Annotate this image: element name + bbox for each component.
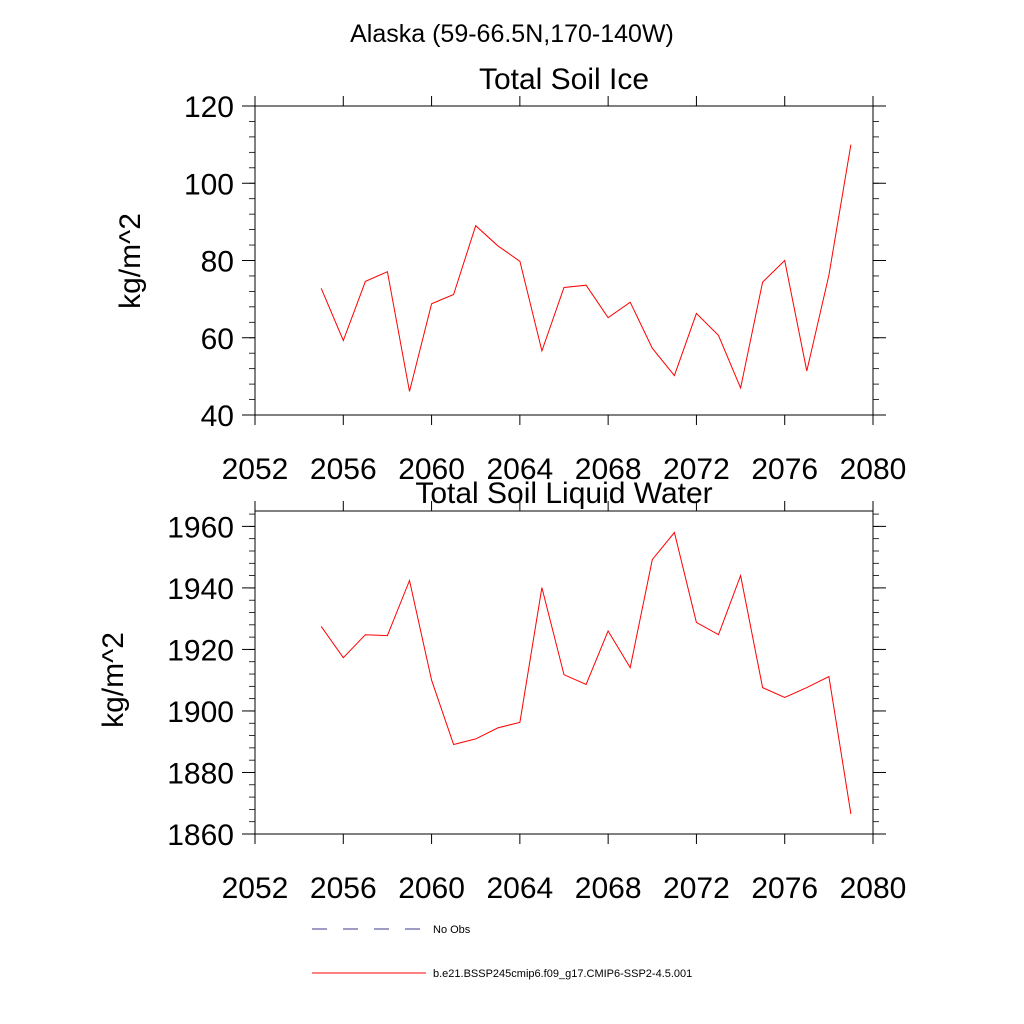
plot-frame — [254, 510, 874, 835]
panel-total-soil-liquid-water: Total Soil Liquid Water kg/m^2 2052 2056 2… — [97, 477, 906, 905]
x-tick-label: 2076 — [751, 872, 818, 905]
y-tick-label: 60 — [201, 323, 234, 356]
y-tick-label: 1880 — [167, 757, 234, 790]
y-tick-label: 1860 — [167, 819, 234, 852]
x-tick-label: 2056 — [310, 872, 377, 905]
y-tick-label: 1900 — [167, 696, 234, 729]
y-tick-label: 120 — [184, 91, 234, 124]
series-line — [320, 531, 852, 815]
y-tick-label: 1960 — [167, 511, 234, 544]
y-tick-label: 80 — [201, 246, 234, 279]
chart-title: Total Soil Liquid Water — [415, 477, 712, 510]
series-line — [320, 144, 852, 392]
x-tick-label: 2064 — [486, 453, 553, 486]
x-tick-label: 2072 — [663, 872, 730, 905]
y-axis-label: kg/m^2 — [97, 632, 130, 728]
x-tick-label: 2060 — [398, 872, 465, 905]
chart-title: Total Soil Ice — [479, 63, 649, 96]
x-tick-label: 2076 — [751, 453, 818, 486]
y-tick-label: 1940 — [167, 573, 234, 606]
x-tick-label: 2068 — [575, 872, 642, 905]
legend: No Obs b.e21.BSSP245cmip6.f09_g17.CMIP6-… — [312, 924, 692, 980]
y-axis-label: kg/m^2 — [114, 213, 147, 309]
x-tick-label: 2052 — [222, 872, 289, 905]
panel-total-soil-ice: Total Soil Ice kg/m^2 2052 2056 2060 2064 20… — [114, 63, 906, 486]
x-tick-label: 2080 — [840, 453, 907, 486]
x-tick-label: 2064 — [486, 872, 553, 905]
legend-label-no-obs: No Obs — [433, 924, 471, 936]
x-tick-label: 2080 — [840, 872, 907, 905]
x-tick-label: 2052 — [222, 453, 289, 486]
legend-label-model: b.e21.BSSP245cmip6.f09_g17.CMIP6-SSP2-4.… — [433, 968, 692, 980]
figure-suptitle: Alaska (59-66.5N,170-140W) — [350, 20, 674, 48]
plot-frame — [254, 105, 874, 416]
x-tick-label: 2060 — [398, 453, 465, 486]
y-tick-label: 40 — [201, 400, 234, 433]
y-tick-label: 100 — [184, 168, 234, 201]
x-tick-label: 2068 — [575, 453, 642, 486]
x-tick-label: 2072 — [663, 453, 730, 486]
x-tick-label: 2056 — [310, 453, 377, 486]
y-tick-label: 1920 — [167, 634, 234, 667]
